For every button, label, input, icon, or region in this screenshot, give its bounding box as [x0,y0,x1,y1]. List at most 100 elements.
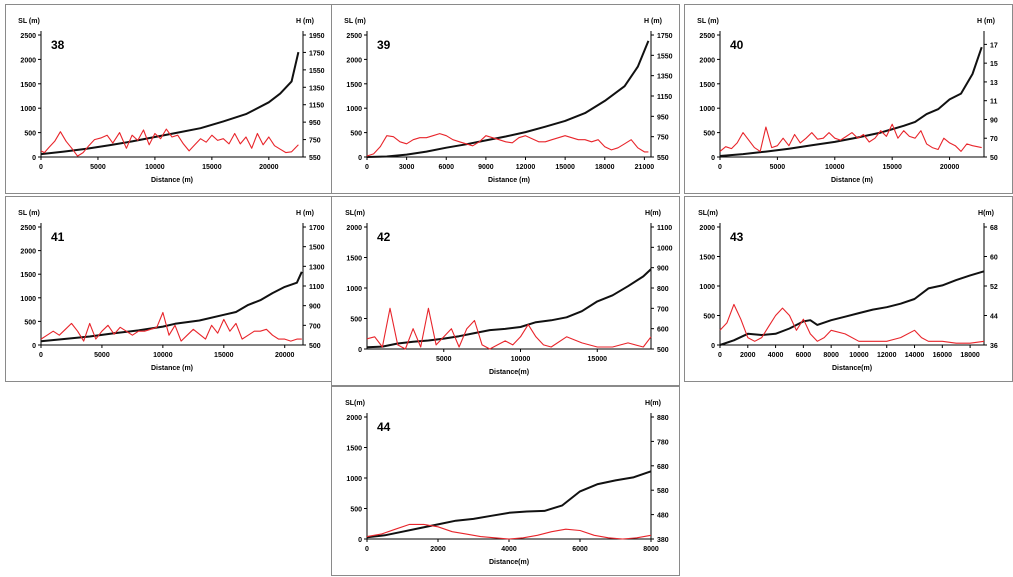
y-tick-label: 1000 [699,284,715,291]
chart-panel-42: 0 500 1000 1500 2000 500 600 700 800 900 1000 1100 5… [331,196,680,386]
left-axis-title: SL(m) [345,210,365,217]
y-tick-label: 0 [711,343,715,350]
y-tick-label: 2500 [346,33,362,40]
y-tick-label: 1000 [346,476,362,483]
right-axis-title: H(m) [978,210,994,217]
y2-tick-label: 1750 [309,50,325,57]
x-tick-label: 9000 [478,164,494,171]
y2-tick-label: 950 [309,120,321,127]
x-tick-label: 20000 [940,164,960,171]
series-line-sl [40,271,303,343]
series-line-h [719,123,982,152]
x-tick-label: 10000 [511,356,531,363]
y2-tick-label: 13 [990,80,998,87]
x-axis-title: Distance (m) [488,177,530,184]
chart-panel-38: 0 500 1000 1500 2000 2500 550 750 950 1150 1350 155… [5,4,332,194]
series-line-h [366,523,652,540]
y-tick-label: 2000 [699,225,715,232]
y2-tick-label: 17 [990,42,998,49]
x-tick-label: 18000 [595,164,615,171]
series-line-h [719,303,985,344]
y2-tick-label: 750 [309,138,321,145]
y-tick-label: 0 [711,155,715,162]
y-tick-label: 0 [32,155,36,162]
x-tick-label: 8000 [823,352,839,359]
chart-panel-40: 0 500 1000 1500 2000 2500 50 70 90 11 13 15 17 0 5000 1… [684,4,1013,194]
series-line-h [366,307,652,350]
x-tick-label: 15000 [588,356,608,363]
y-tick-label: 0 [358,347,362,354]
y2-tick-label: 700 [657,306,669,313]
chart-panel-41: 0 500 1000 1500 2000 2500 500 700 900 1100 1300 150… [5,196,332,382]
x-tick-label: 6000 [796,352,812,359]
x-tick-label: 15000 [882,164,902,171]
x-tick-label: 10000 [825,164,845,171]
y2-tick-label: 380 [657,537,669,544]
chart-svg-40: 0 500 1000 1500 2000 2500 50 70 90 11 13 15 17 0 5000 1… [697,18,998,184]
x-tick-label: 2000 [740,352,756,359]
chart-panel-39: 0 500 1000 1500 2000 2500 550 750 950 1150 1350 155… [331,4,680,194]
y-tick-label: 1500 [699,82,715,89]
right-axis-title: H (m) [296,210,314,217]
y2-tick-label: 68 [990,225,998,232]
y-tick-label: 2000 [346,57,362,64]
x-tick-label: 0 [39,352,43,359]
y-tick-label: 2500 [20,33,36,40]
panel-number-label: 40 [730,38,744,52]
series-line-h [40,311,302,342]
y2-tick-label: 750 [657,135,669,142]
right-axis-title: H (m) [977,18,995,25]
right-axis-title: H (m) [296,18,314,25]
y2-tick-label: 1550 [657,53,673,60]
series-line-sl [40,51,300,156]
y2-tick-label: 90 [990,117,998,124]
panel-number-label: 38 [51,38,65,52]
left-axis-title: SL (m) [18,18,40,25]
y-tick-label: 1000 [346,286,362,293]
chart-svg-41: 0 500 1000 1500 2000 2500 500 700 900 1100 1300 150… [18,210,325,372]
y2-tick-label: 700 [309,323,321,330]
y-tick-label: 500 [350,131,362,138]
x-tick-label: 10000 [849,352,869,359]
y2-tick-label: 44 [990,314,998,321]
left-axis-title: SL (m) [697,18,719,25]
y2-tick-label: 36 [990,343,998,350]
y-tick-label: 500 [350,317,362,324]
x-axis-title: Distance(m) [489,369,529,376]
y-tick-label: 1500 [346,256,362,263]
y-tick-label: 1000 [699,106,715,113]
series-line-sl [366,40,650,158]
x-tick-label: 12000 [516,164,536,171]
y2-tick-label: 1350 [309,85,325,92]
right-axis-title: H(m) [645,400,661,407]
y-tick-label: 1500 [346,446,362,453]
y2-tick-label: 15 [990,61,998,68]
y2-tick-label: 1550 [309,68,325,75]
y2-tick-label: 1000 [657,245,673,252]
y-tick-label: 500 [703,314,715,321]
y2-tick-label: 1750 [657,33,673,40]
left-axis-title: SL(m) [345,400,365,407]
x-tick-label: 3000 [399,164,415,171]
panel-number-label: 41 [51,230,65,244]
right-axis-title: H (m) [644,18,662,25]
y2-tick-label: 1350 [657,74,673,81]
x-tick-label: 5000 [436,356,452,363]
chart-panel-44: 0 500 1000 1500 2000 380 480 580 680 780 880 0 2000 4… [331,386,680,576]
y-tick-label: 2000 [346,225,362,232]
x-axis-title: Distance(m) [489,559,529,566]
y2-tick-label: 780 [657,439,669,446]
y2-tick-label: 1300 [309,264,325,271]
y2-tick-label: 50 [990,155,998,162]
x-axis-title: Distance (m) [151,365,193,372]
panel-number-label: 43 [730,230,744,244]
left-axis-title: SL(m) [698,210,718,217]
x-axis-title: Distance (m) [831,177,873,184]
series-line-sl [719,270,985,346]
y-tick-label: 500 [24,131,36,138]
panel-number-label: 42 [377,230,391,244]
y2-tick-label: 680 [657,464,669,471]
y-tick-label: 2000 [20,57,36,64]
chart-panel-43: 0 500 1000 1500 2000 36 44 52 60 68 0 2000 4000 6000 8… [684,196,1013,382]
y2-tick-label: 580 [657,488,669,495]
